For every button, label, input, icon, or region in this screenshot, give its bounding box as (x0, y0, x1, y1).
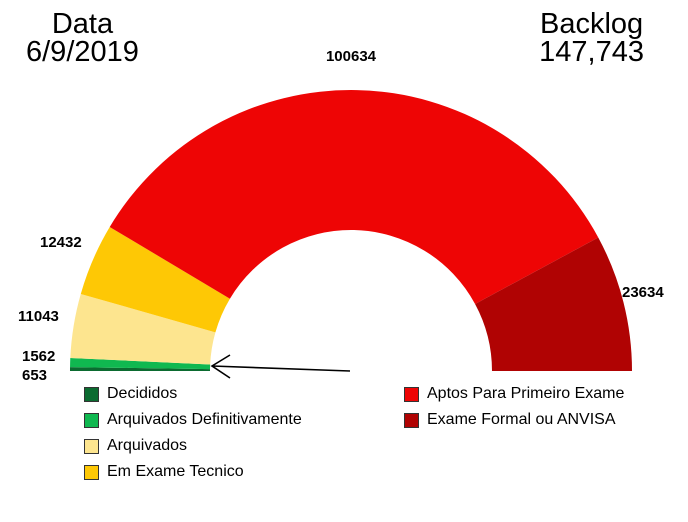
legend-label: Decididos (107, 385, 177, 403)
data-label: 653 (22, 367, 47, 384)
data-label: 23634 (622, 284, 664, 301)
legend-swatch (404, 413, 419, 428)
data-label: 100634 (326, 48, 377, 65)
legend-item: Arquivados Definitivamente (84, 407, 302, 433)
legend-right: Aptos Para Primeiro Exame Exame Formal o… (404, 381, 624, 433)
legend-swatch (84, 387, 99, 402)
legend-item: Exame Formal ou ANVISA (404, 407, 624, 433)
legend-swatch (84, 413, 99, 428)
legend-label: Em Exame Tecnico (107, 463, 244, 481)
data-label: 12432 (40, 234, 82, 251)
data-label: 1562 (22, 348, 55, 365)
legend-item: Arquivados (84, 433, 302, 459)
legend-item: Aptos Para Primeiro Exame (404, 381, 624, 407)
legend-swatch (84, 439, 99, 454)
arrow-annotation-icon (212, 355, 350, 378)
legend-left: Decididos Arquivados Definitivamente Arq… (84, 381, 302, 485)
legend-label: Arquivados Definitivamente (107, 411, 302, 429)
data-label: 11043 (18, 308, 59, 325)
legend-item: Decididos (84, 381, 302, 407)
legend-label: Aptos Para Primeiro Exame (427, 385, 624, 403)
legend-label: Exame Formal ou ANVISA (427, 411, 616, 429)
legend-swatch (84, 465, 99, 480)
legend-swatch (404, 387, 419, 402)
legend-item: Em Exame Tecnico (84, 459, 302, 485)
legend-label: Arquivados (107, 437, 187, 455)
